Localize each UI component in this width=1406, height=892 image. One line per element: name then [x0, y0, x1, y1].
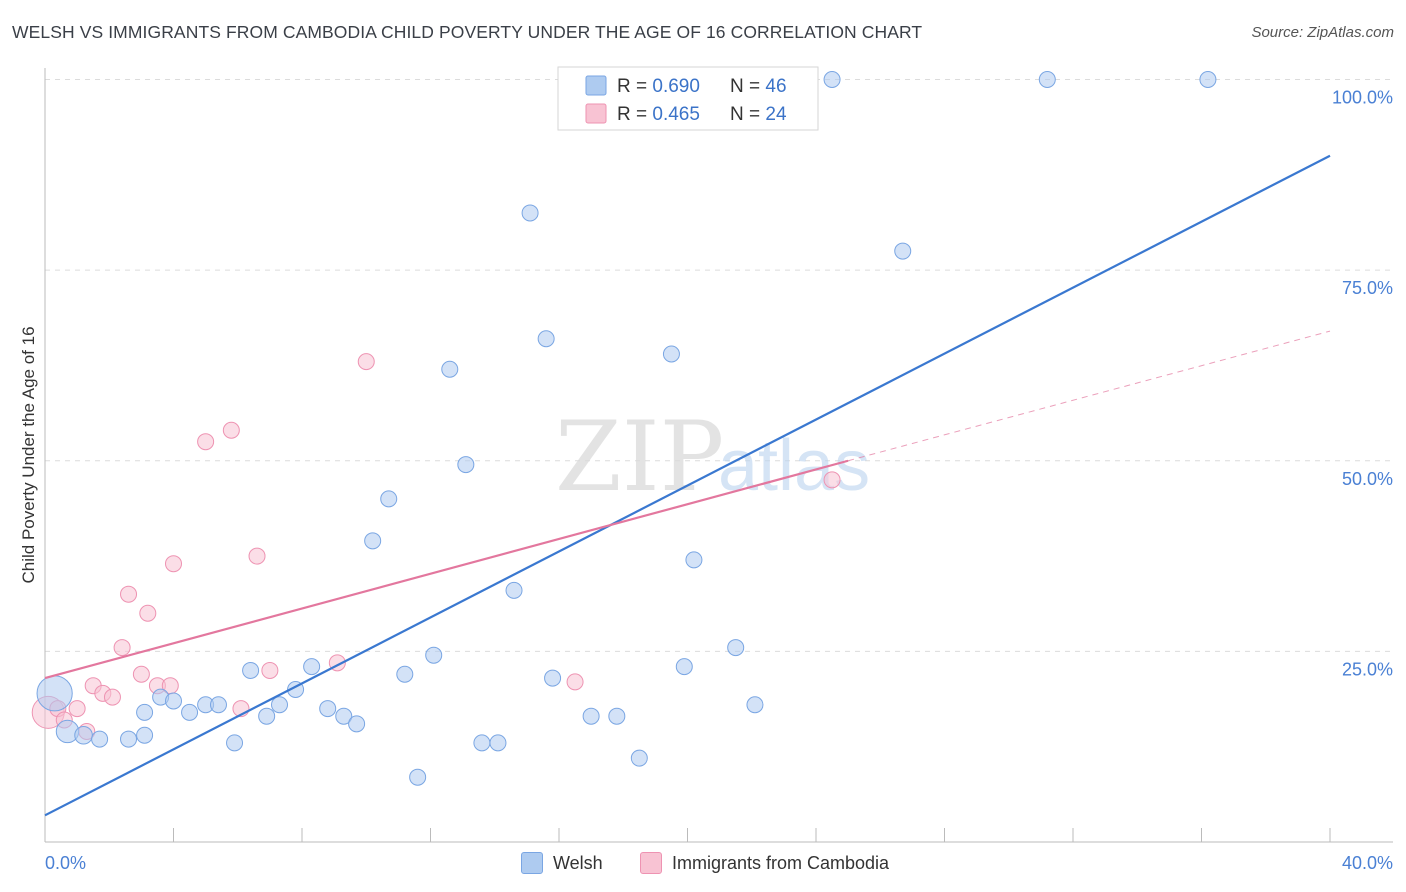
welsh-point	[746, 696, 764, 714]
legend-n-value: 46	[765, 76, 786, 97]
welsh-point	[181, 703, 199, 721]
legend-label-welsh: Welsh	[553, 852, 603, 873]
legend-bottom: Welsh Immigrants from Cambodia	[0, 852, 1406, 878]
legend-n-label: N =	[730, 104, 765, 125]
welsh-point	[226, 734, 244, 752]
welsh-point	[74, 725, 93, 745]
welsh-point	[505, 581, 523, 599]
welsh-point	[1038, 71, 1056, 88]
welsh-point	[165, 692, 182, 710]
welsh-point	[120, 730, 138, 748]
legend-swatch-welsh	[585, 75, 607, 96]
chart-title: WELSH VS IMMIGRANTS FROM CAMBODIA CHILD …	[12, 22, 923, 42]
welsh-point	[36, 675, 73, 712]
legend-swatch-cambodia	[640, 852, 662, 874]
legend-r-label: R =	[617, 76, 652, 97]
legend-r-value: 0.465	[652, 104, 700, 125]
cambodia-point	[248, 547, 266, 565]
legend-r-label: R =	[617, 104, 652, 125]
welsh-point	[685, 551, 703, 569]
legend-top: R = 0.690 N = 46 R = 0.465 N = 24	[557, 66, 819, 131]
x-tick-label: 40.0%	[1342, 853, 1393, 873]
welsh-point	[473, 734, 491, 752]
cambodia-point	[113, 639, 131, 657]
welsh-point	[425, 646, 443, 664]
welsh-point	[894, 242, 912, 260]
welsh-point	[1199, 71, 1217, 88]
cambodia-point	[139, 604, 157, 622]
welsh-point	[335, 707, 353, 725]
legend-n-label: N =	[730, 76, 765, 97]
cambodia-trendline	[44, 459, 849, 680]
tick-labels: 25.0% 50.0% 75.0% 100.0% 0.0% 40.0%	[45, 88, 1393, 874]
welsh-point	[441, 360, 459, 378]
welsh-point	[521, 204, 539, 222]
welsh-point	[409, 768, 427, 786]
welsh-point	[396, 665, 414, 683]
y-tick-label: 100.0%	[1332, 88, 1393, 108]
legend-swatch-welsh	[521, 852, 543, 874]
legend-item-cambodia: Immigrants from Cambodia	[640, 852, 889, 874]
source-note: Source: ZipAtlas.com	[1251, 24, 1394, 41]
welsh-point	[457, 456, 475, 474]
cambodia-point	[222, 421, 240, 439]
cambodia-point	[120, 585, 138, 603]
welsh-point	[823, 71, 841, 88]
svg-text:N = 24: N = 24	[730, 104, 787, 125]
welsh-point	[242, 661, 260, 679]
cambodia-point	[103, 688, 121, 706]
legend-n-value: 24	[765, 104, 787, 125]
svg-text:N = 46: N = 46	[730, 76, 787, 97]
welsh-point	[582, 707, 600, 725]
cambodia-trendline-extension	[847, 330, 1331, 462]
welsh-point	[271, 696, 289, 714]
welsh-point	[662, 345, 680, 363]
welsh-point	[544, 669, 562, 687]
welsh-point	[258, 707, 276, 725]
y-tick-label: 50.0%	[1342, 469, 1393, 489]
watermark-zip: ZIP	[555, 401, 724, 513]
legend-r-value: 0.690	[652, 76, 700, 97]
welsh-point	[537, 330, 555, 348]
y-axis-label: Child Poverty Under the Age of 16	[19, 326, 38, 583]
welsh-trendline	[44, 154, 1331, 817]
cambodia-point	[357, 353, 375, 371]
welsh-point	[727, 639, 745, 657]
welsh-point	[608, 707, 626, 725]
watermark-atlas: atlas	[718, 426, 870, 506]
cambodia-point	[261, 661, 279, 679]
y-tick-label: 75.0%	[1342, 278, 1393, 298]
welsh-point	[489, 734, 507, 752]
trendlines	[44, 154, 1331, 817]
series-welsh-points	[36, 71, 1217, 786]
watermark: ZIP atlas	[555, 401, 870, 513]
legend-swatch-cambodia	[585, 103, 607, 124]
welsh-point	[675, 658, 693, 676]
y-tick-label: 25.0%	[1342, 659, 1393, 679]
x-tick-label: 0.0%	[45, 853, 86, 873]
cambodia-point	[566, 673, 584, 691]
svg-text:R = 0.690: R = 0.690	[617, 76, 700, 97]
svg-text:R = 0.465: R = 0.465	[617, 104, 700, 125]
legend-label-cambodia: Immigrants from Cambodia	[672, 852, 890, 873]
welsh-point	[91, 730, 109, 748]
cambodia-point	[823, 471, 841, 489]
cambodia-point	[165, 555, 182, 573]
welsh-point	[303, 658, 321, 676]
welsh-point	[348, 715, 366, 733]
welsh-point	[209, 696, 227, 714]
grid-lines	[45, 79, 1393, 652]
welsh-point	[630, 749, 648, 767]
welsh-point	[319, 700, 337, 718]
cambodia-point	[68, 700, 86, 718]
welsh-point	[136, 726, 154, 744]
cambodia-point	[197, 433, 215, 451]
legend-item-welsh: Welsh	[521, 852, 603, 874]
welsh-point	[364, 532, 382, 550]
cambodia-point	[132, 665, 150, 683]
welsh-point	[136, 703, 154, 721]
welsh-point	[380, 490, 398, 508]
